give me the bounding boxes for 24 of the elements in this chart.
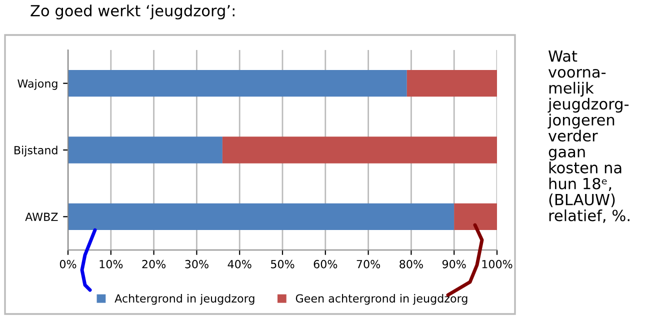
x-tick-label: 50%: [271, 260, 294, 268]
bar: [68, 136, 222, 164]
x-tick-label: 60%: [314, 260, 338, 268]
text: Wat voorna- melijk jeugdzorg- jongeren verder gaan kosten na hun 18ᵉ, (BLAUW) relatief, %.: [548, 50, 630, 223]
chart-title: Zo goed werkt ‘jeugdzorg’:: [30, 4, 234, 20]
x-tick-label: 40%: [228, 260, 252, 268]
x-tick-label: 70%: [356, 260, 380, 268]
y-tick-label: Wajong: [18, 79, 58, 90]
x-tick-label: 30%: [185, 260, 208, 268]
x-tick-label: 100%: [482, 260, 512, 268]
y-tick-label: Bijstand: [14, 146, 58, 157]
bar: [68, 203, 454, 230]
x-tick-label: 10%: [100, 260, 123, 268]
bar: [406, 70, 497, 97]
y-tick-label: AWBZ: [25, 212, 58, 221]
legend-label: Geen achtergrond in jeugdzorg: [296, 294, 468, 305]
legend-label: Achtergrond in jeugdzorg: [114, 294, 254, 305]
x-tick-label: 0%: [60, 260, 76, 268]
x-tick-label: 20%: [142, 260, 166, 268]
bar: [454, 203, 497, 230]
x-tick-label: 80%: [400, 260, 423, 268]
x-tick-label: 90%: [442, 260, 466, 268]
bar: [68, 70, 407, 97]
bar: [222, 136, 497, 164]
